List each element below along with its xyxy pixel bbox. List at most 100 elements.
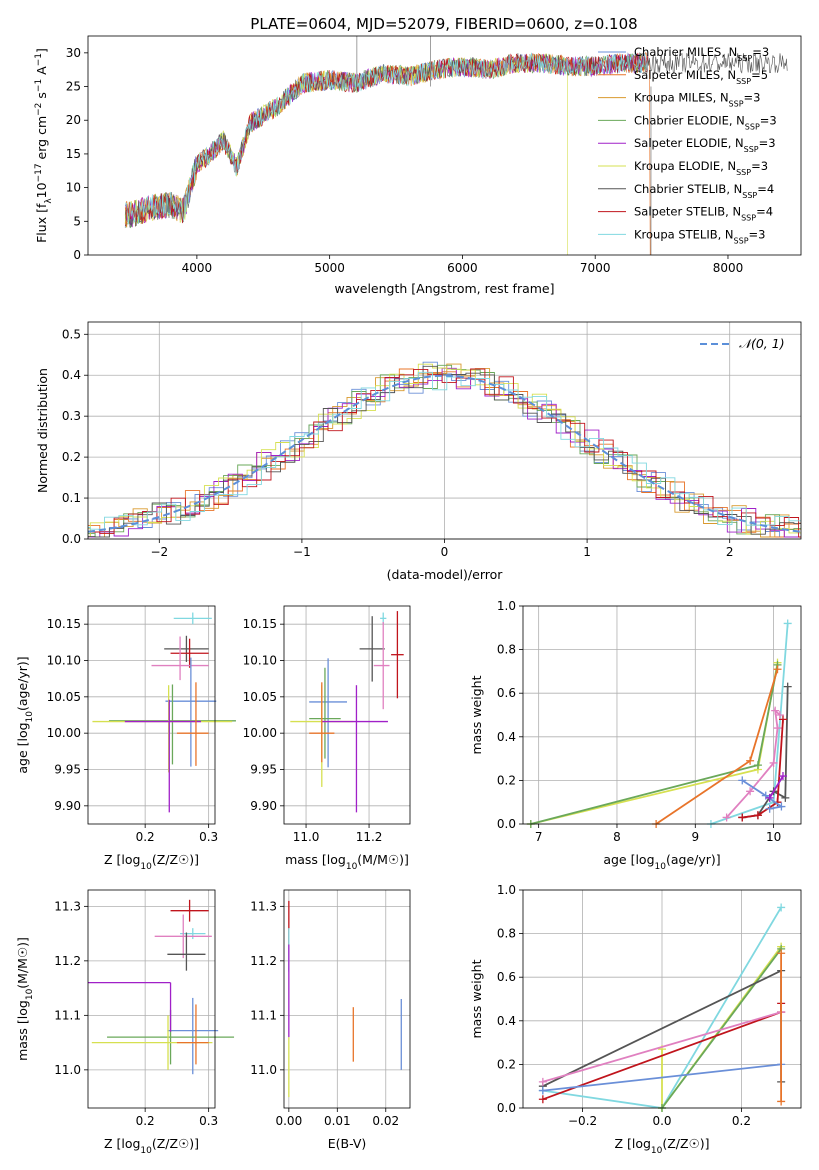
histogram-chabrier-miles bbox=[88, 361, 801, 538]
weight-line-salpeter-elodie bbox=[768, 775, 784, 799]
age-vs-mass-panel: 11.0 11.2 9.90 9.95 10.00 10.05 10.10 10.15 mass… bbox=[243, 605, 411, 872]
mass-vs-metallicity-panel: 0.2 0.311.011.111.211.3Z [log10(Z/Z☉)]mas… bbox=[15, 889, 235, 1156]
label-part: 10 bbox=[25, 711, 35, 723]
histogram-kroupa-stelib bbox=[88, 371, 801, 530]
x-tick-label: 4000 bbox=[182, 261, 213, 275]
x-axis-label: wavelength [Angstrom, rest frame] bbox=[334, 281, 554, 296]
legend-label: Chabrier ELODIE, NSSP=3 bbox=[634, 113, 777, 130]
x-tick-label: 7000 bbox=[580, 261, 611, 275]
axes-frame bbox=[283, 889, 411, 1109]
label-part: Z [log bbox=[104, 1136, 140, 1151]
label-part: (age/yr)] bbox=[15, 656, 30, 711]
x-tick-label: 8000 bbox=[713, 261, 744, 275]
x-tick-label: 8 bbox=[613, 830, 621, 844]
weight-marker bbox=[722, 813, 731, 822]
legend-tail: =5 bbox=[751, 68, 768, 82]
axes-frame bbox=[87, 889, 216, 1109]
weight-marker bbox=[738, 776, 747, 785]
label-part: A bbox=[34, 66, 49, 79]
weight-marker bbox=[753, 761, 762, 770]
mass-vs-reddening-panel: 0.00 0.01 0.02 11.0 11.1 11.2 11.3 E(B-V) bbox=[250, 889, 411, 1151]
legend-sub: SSP bbox=[736, 168, 751, 177]
weight-marker bbox=[777, 903, 786, 912]
weight-line-pink bbox=[542, 1011, 782, 1083]
y-tick-label: 0.0 bbox=[497, 1101, 516, 1115]
weight-marker bbox=[746, 787, 755, 796]
y-tick-label: 9.95 bbox=[250, 763, 277, 777]
y-tick-label: 0.0 bbox=[62, 532, 81, 546]
x-tick-label: 0.01 bbox=[324, 1114, 351, 1128]
axes-frame bbox=[87, 605, 216, 825]
x-axis-label: E(B-V) bbox=[328, 1136, 367, 1151]
label-part: 10 bbox=[140, 1146, 152, 1156]
x-axis-label: age [log10(age/yr)] bbox=[603, 852, 720, 872]
weight-line-kroupa-elodie bbox=[530, 662, 779, 825]
legend-label: Chabrier STELIB, NSSP=4 bbox=[634, 182, 774, 200]
histogram-chabrier-elodie bbox=[88, 364, 801, 538]
weight-marker bbox=[781, 793, 790, 802]
label-part: (M/M☉)] bbox=[15, 937, 30, 989]
y-tick-label: 11.2 bbox=[54, 954, 81, 968]
y-tick-label: 10.00 bbox=[47, 726, 81, 740]
weight-marker bbox=[538, 1086, 547, 1095]
x-tick-label: 5000 bbox=[314, 261, 345, 275]
label-part: (Z/Z☉)] bbox=[152, 852, 199, 867]
y-tick-label: 5 bbox=[73, 214, 81, 228]
y-tick-label: 0.8 bbox=[497, 927, 516, 941]
label-part: −2 bbox=[34, 103, 44, 116]
weight-marker bbox=[783, 682, 792, 691]
weight-line-chabrier-elodie bbox=[530, 664, 779, 825]
y-tick-label: 9.90 bbox=[250, 799, 277, 813]
x-axis-label: Z [log10(Z/Z☉)] bbox=[104, 1136, 199, 1156]
weight-marker bbox=[777, 1097, 786, 1106]
label-part: λ bbox=[44, 198, 54, 204]
label-part: 10 bbox=[655, 862, 667, 872]
x-tick-label: 6000 bbox=[447, 261, 478, 275]
y-tick-label: 11.0 bbox=[250, 1063, 277, 1077]
y-tick-label: 10.00 bbox=[243, 726, 277, 740]
y-tick-label: 10.05 bbox=[47, 690, 81, 704]
y-tick-label: 11.3 bbox=[54, 899, 81, 913]
weight-vs-metallicity-panel: −0.2 0.0 0.2 0.0 0.2 0.4 0.6 0.8 1.0 Z [log10(Z/Z… bbox=[469, 883, 802, 1156]
legend-text: Chabrier STELIB, N bbox=[634, 182, 742, 196]
x-axis-label: Z [log10(Z/Z☉)] bbox=[104, 852, 199, 872]
y-tick-label: 1.0 bbox=[497, 883, 516, 897]
weight-line-chabrier-miles bbox=[741, 779, 784, 810]
x-tick-label: 0.2 bbox=[732, 1114, 751, 1128]
y-tick-label: 11.1 bbox=[54, 1008, 81, 1022]
y-tick-label: 10.15 bbox=[47, 617, 81, 631]
weight-marker bbox=[783, 619, 792, 628]
legend-tail: =3 bbox=[751, 159, 768, 173]
y-tick-label: 15 bbox=[66, 147, 81, 161]
label-part: age [log bbox=[15, 722, 30, 773]
spectrum-line-kroupa-miles bbox=[124, 53, 649, 228]
label-part: Flux [f bbox=[34, 203, 49, 243]
weight-marker bbox=[771, 706, 780, 715]
label-part: 10 bbox=[25, 988, 35, 1000]
weight-marker bbox=[738, 813, 747, 822]
y-tick-label: 25 bbox=[66, 80, 81, 94]
legend-sub: SSP bbox=[741, 213, 756, 222]
axes-frame bbox=[522, 605, 802, 825]
x-tick-label: 0.02 bbox=[372, 1114, 399, 1128]
axes-frame bbox=[87, 321, 802, 540]
legend-label: Salpeter STELIB, NSSP=4 bbox=[634, 205, 773, 223]
x-tick-label: 1 bbox=[583, 545, 591, 559]
label-part: −17 bbox=[34, 163, 44, 182]
axes-frame bbox=[522, 889, 802, 1109]
x-tick-label: 0 bbox=[441, 545, 449, 559]
y-tick-label: 11.0 bbox=[54, 1063, 81, 1077]
y-tick-label: 10 bbox=[66, 181, 81, 195]
x-tick-label: −2 bbox=[150, 545, 168, 559]
y-tick-label: 30 bbox=[66, 46, 81, 60]
normal-curve bbox=[87, 374, 802, 533]
weight-line-chabrier-elodie bbox=[661, 948, 782, 1109]
histogram-salpeter-stelib bbox=[88, 368, 801, 538]
y-tick-label: 0.6 bbox=[497, 970, 516, 984]
label-part: erg cm bbox=[34, 116, 49, 164]
legend-label: Kroupa MILES, NSSP=3 bbox=[634, 91, 760, 109]
legend-tail: =3 bbox=[744, 91, 761, 105]
legend-label: Kroupa STELIB, NSSP=3 bbox=[634, 227, 765, 245]
y-tick-label: 0.4 bbox=[62, 368, 81, 382]
